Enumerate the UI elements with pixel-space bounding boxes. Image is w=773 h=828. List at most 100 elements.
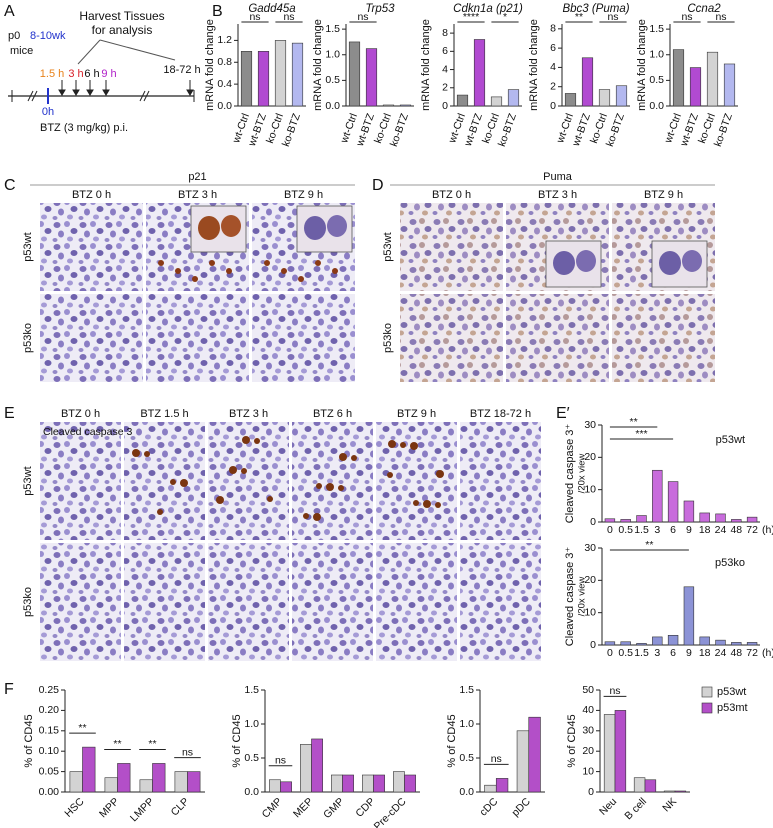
legend-label: p53mt [717,702,748,714]
bar [689,67,702,107]
y-tick-label: 0.0 [459,786,474,798]
stained-cell [242,436,250,444]
start-label: p0 [8,30,20,42]
bar [667,481,679,523]
significance-label: ns [609,685,620,697]
legend-swatch [701,702,713,714]
y-tick-label: 1.0 [325,49,340,61]
inset-nucleus [553,251,575,275]
column-header: BTZ 6 h [313,408,352,420]
y-tick-label: 0.5 [244,752,259,764]
x-tick-label: 24 [715,524,727,536]
bar [723,63,736,107]
stained-cell [332,268,338,274]
bar [667,634,679,646]
bar [365,48,378,107]
stained-cell [387,472,393,478]
x-tick-label: 0.5 [618,647,633,659]
y-tick-label: 0.0 [244,786,259,798]
x-tick-label: B cell [622,796,649,823]
x-tick-label: 48 [730,647,742,659]
y-tick-label: 0.05 [39,765,60,777]
inset-nucleus [304,216,326,240]
significance-label: ** [148,738,156,750]
y-tick-label: 0.0 [217,100,232,112]
bar [280,781,292,793]
stained-cell [338,485,344,491]
bar [581,57,594,107]
column-header: BTZ 1.5 h [140,408,188,420]
y-tick-label: 0.8 [217,56,232,68]
bar [746,642,758,646]
bar [139,779,153,793]
x-axis-label: (h) [762,647,773,659]
row-label: p53wt [22,232,34,261]
stained-cell [326,483,334,491]
significance-label: ** [575,11,583,23]
bar [663,790,676,793]
stained-cell [313,513,321,521]
bar [620,641,631,646]
chart-title: Trp53 [365,3,395,15]
row-label: p53ko [22,587,34,617]
x-tick-label: 3 [654,524,660,536]
stained-cell [209,260,215,266]
micrograph-image [208,543,289,661]
bar [731,642,742,646]
y-tick-label: 20 [584,451,596,463]
bar [674,790,687,793]
x-tick-label: Pre-cDC [372,795,409,828]
y-tick-label: 1.5 [325,23,340,35]
y-tick-label: 0.0 [649,100,664,112]
chart-title: Ccna2 [687,3,721,15]
stained-cell [281,268,287,274]
significance-label: ns [182,746,193,758]
panel-label: D [372,177,384,194]
stained-cell [226,268,232,274]
micrograph-image [292,543,373,661]
bar [644,779,657,793]
stained-cell [400,442,406,448]
micrograph-image [124,543,205,661]
age-label: 8-10wk [30,30,66,42]
stained-cell [423,500,431,508]
bar [348,41,361,107]
bar [715,639,726,646]
y-tick-label: 10 [584,606,596,618]
y-axis-label: mRNA fold change [528,19,540,111]
x-tick-label: NK [660,796,679,815]
y-tick-label: 2 [550,80,556,92]
y-axis-label: % of CD45 [231,714,243,767]
time-label: 3 h [68,68,83,80]
chart-title: p53wt [716,434,745,446]
bar [274,40,287,107]
bar [473,39,486,107]
bar [633,777,646,793]
y-tick-label: 1.5 [649,23,664,35]
stained-cell [229,466,237,474]
significance-label: * [503,11,507,23]
micrograph-image [40,203,143,291]
row-label: p53wt [382,232,394,261]
time-label: 6 h [84,68,99,80]
micrograph-image [506,294,609,382]
column-header: BTZ 9 h [397,408,436,420]
y-axis-label: % of CD45 [566,714,578,767]
stain-label: Cleaved caspase 3 [43,426,132,438]
zero-label: 0h [42,106,54,118]
harvest-label: for analysis [92,23,153,37]
bar [620,519,631,523]
significance-label: ** [630,416,638,428]
y-axis-label: Cleaved caspase 3⁺ [564,424,576,524]
bar [399,104,412,107]
x-tick-label: 1.5 [634,647,649,659]
y-axis-label: mRNA fold change [312,19,324,111]
y-tick-label: 4 [442,63,448,75]
y-axis-label: /20x view [577,577,588,617]
y-axis-label: mRNA fold change [636,19,648,111]
y-tick-label: 30 [582,725,594,737]
stained-cell [388,440,396,448]
bar [652,469,663,523]
stained-cell [413,500,419,506]
bar [731,519,742,523]
